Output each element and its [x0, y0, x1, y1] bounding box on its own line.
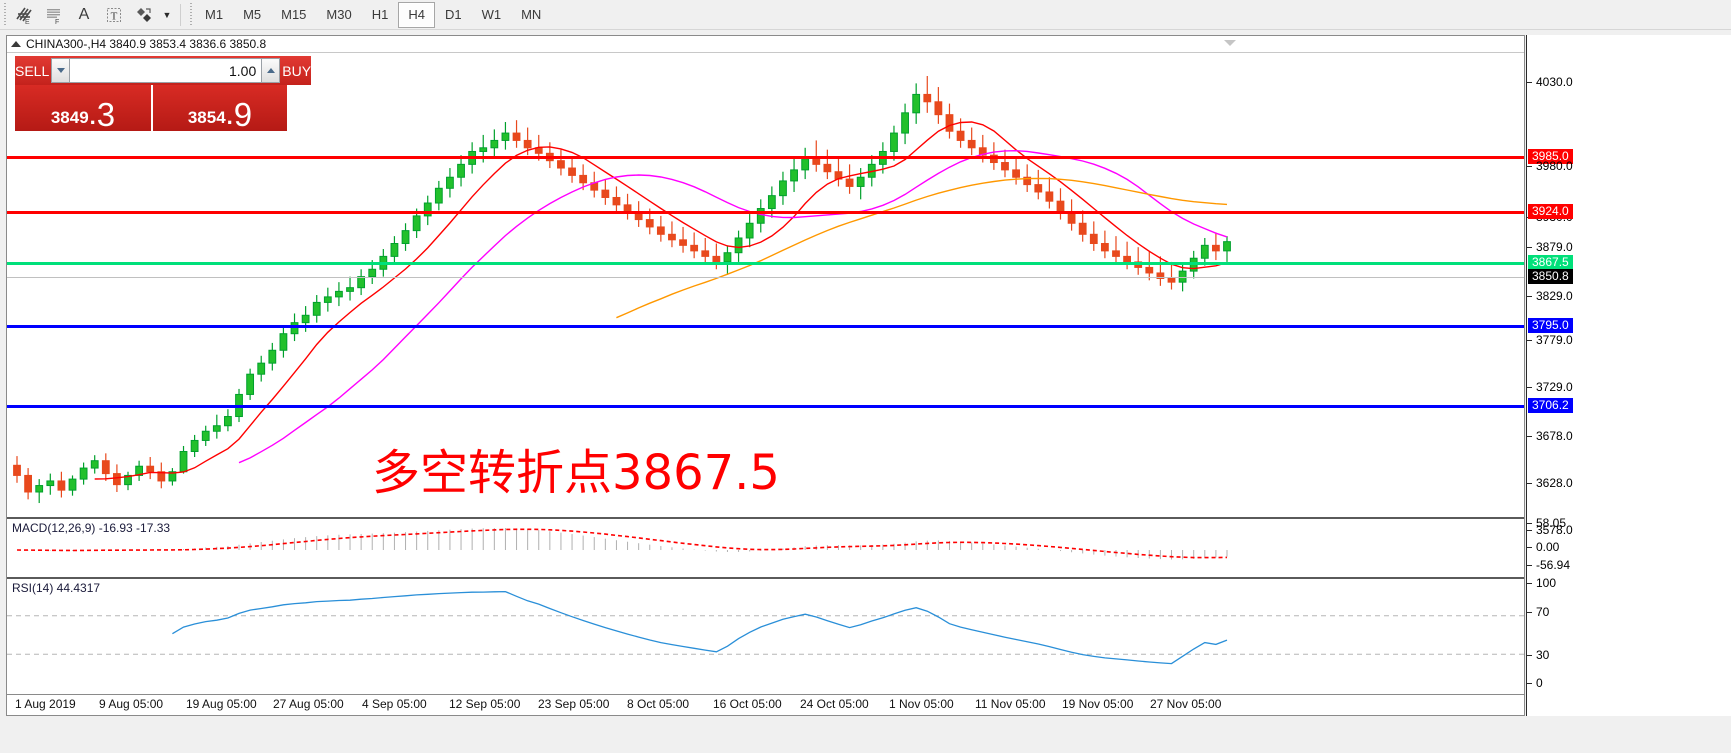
price-tick-3980-0: 3980.0 — [1527, 159, 1573, 173]
timeframe-mn-button[interactable]: MN — [521, 7, 542, 22]
rsi-chart — [7, 590, 1524, 665]
rsi-label: RSI(14) 44.4317 — [12, 581, 101, 595]
time-label: 4 Sep 05:00 — [362, 697, 427, 711]
sell-price-decimal: 3 — [96, 95, 116, 133]
objects-icon[interactable] — [130, 2, 158, 28]
time-label: 9 Aug 05:00 — [99, 697, 164, 711]
sell-price-display[interactable]: 3849 . 3 — [15, 85, 151, 131]
level-line-resistance-3924-0[interactable] — [7, 211, 1524, 214]
chart-collapse-icon[interactable] — [1224, 40, 1236, 46]
buy-price-separator: . — [226, 104, 233, 129]
time-label: 1 Aug 2019 — [15, 697, 76, 711]
toolbar-grip-2[interactable] — [188, 2, 195, 27]
volume-input[interactable] — [69, 58, 263, 83]
price-tick-3829-0: 3829.0 — [1527, 289, 1573, 303]
sell-button[interactable]: SELL — [15, 56, 50, 85]
time-label: 8 Oct 05:00 — [627, 697, 690, 711]
chart-symbol-header: CHINA300-,H4 3840.9 3853.4 3836.6 3850.8 — [7, 36, 1524, 53]
time-label: 23 Sep 05:00 — [538, 697, 610, 711]
buy-button[interactable]: BUY — [282, 56, 312, 85]
text-label-icon[interactable]: T — [100, 2, 128, 28]
time-label: 27 Aug 05:00 — [273, 697, 344, 711]
price-tick-3924-0: 3924.0 — [1528, 204, 1573, 219]
chart-annotation-text: 多空转折点3867.5 — [372, 445, 780, 501]
chart-window: CHINA300-,H4 3840.9 3853.4 3836.6 3850.8… — [6, 35, 1525, 716]
buy-price-decimal: 9 — [233, 95, 253, 133]
price-tick-3779-0: 3779.0 — [1527, 333, 1573, 347]
level-line-pivot-3867-5[interactable] — [7, 262, 1524, 265]
price-tick-3850-8: 3850.8 — [1528, 269, 1573, 284]
time-label: 19 Aug 05:00 — [186, 697, 257, 711]
toolbar-divider — [180, 3, 181, 26]
scale-tick-30: 30 — [1527, 648, 1549, 662]
price-tick-3795-0: 3795.0 — [1528, 318, 1573, 333]
time-label: 19 Nov 05:00 — [1062, 697, 1134, 711]
time-label: 11 Nov 05:00 — [975, 697, 1046, 711]
timeframe-h4-button[interactable]: H4 — [398, 1, 435, 28]
main-toolbar: E F A T — [0, 0, 1731, 30]
level-line-last-price-3850-8[interactable] — [7, 277, 1524, 278]
scale-tick-70: 70 — [1527, 605, 1549, 619]
price-tick-3985-0: 3985.0 — [1528, 149, 1573, 164]
scale-tick-_56_94: -56.94 — [1527, 558, 1570, 572]
price-tick-3879-0: 3879.0 — [1527, 240, 1573, 254]
price-tick-3867-5: 3867.5 — [1528, 255, 1573, 270]
timeframe-h1-button[interactable]: H1 — [371, 7, 389, 22]
scale-tick-0: 0 — [1527, 676, 1543, 690]
timeframe-group: M1 M5 M15 M30 H1 H4 D1 W1 MN — [195, 1, 551, 28]
price-scale[interactable]: 4030.03985.03980.03930.03924.03879.03867… — [1526, 35, 1731, 716]
toolbar-grip-1[interactable] — [2, 2, 9, 27]
buy-price-integer: 3854 — [187, 108, 226, 127]
timeframe-d1-button[interactable]: D1 — [444, 7, 462, 22]
macd-label: MACD(12,26,9) -16.93 -17.33 — [12, 521, 171, 535]
timeframe-w1-button[interactable]: W1 — [481, 7, 502, 22]
scale-tick-58_05: 58.05 — [1527, 516, 1566, 530]
volume-decrement-button[interactable] — [51, 58, 70, 83]
scale-tick-100: 100 — [1527, 576, 1556, 590]
price-tick-4030-0: 4030.0 — [1527, 75, 1573, 89]
price-tick-3729-0: 3729.0 — [1527, 380, 1573, 394]
rsi-pane[interactable]: RSI(14) 44.4317 — [7, 577, 1524, 692]
one-click-trading-panel: SELL BUY 3849 . 3 3854 . 9 — [15, 56, 312, 131]
svg-text:T: T — [111, 10, 118, 22]
timeframe-m1-button[interactable]: M1 — [205, 7, 224, 22]
time-label: 16 Oct 05:00 — [713, 697, 782, 711]
sell-price-integer: 3849 — [50, 108, 89, 127]
price-tick-3628-0: 3628.0 — [1527, 476, 1573, 490]
svg-text:F: F — [55, 19, 59, 25]
periodicity-icon[interactable]: F — [40, 2, 68, 28]
time-label: 12 Sep 05:00 — [449, 697, 521, 711]
svg-text:E: E — [25, 19, 30, 25]
price-tick-3706-2: 3706.2 — [1528, 398, 1573, 413]
time-label: 27 Nov 05:00 — [1150, 697, 1222, 711]
objects-dropdown-icon[interactable]: ▼ — [162, 9, 172, 20]
chart-header-text: CHINA300-,H4 3840.9 3853.4 3836.6 3850.8 — [26, 37, 267, 51]
level-line-resistance-3985-0[interactable] — [7, 156, 1524, 159]
level-line-support-3706-2[interactable] — [7, 405, 1524, 408]
timeframe-m30-button[interactable]: M30 — [326, 7, 352, 22]
macd-chart — [16, 528, 1228, 560]
timeframe-m5-button[interactable]: M5 — [243, 7, 262, 22]
time-label: 24 Oct 05:00 — [800, 697, 869, 711]
expand-triangle-icon[interactable] — [11, 41, 21, 47]
candlestick-chart — [13, 76, 1231, 504]
level-line-support-3795-0[interactable] — [7, 325, 1524, 328]
indicators-icon[interactable]: E — [10, 2, 38, 28]
text-tool-icon[interactable]: A — [78, 5, 90, 23]
time-axis: 1 Aug 2019 9 Aug 05:00 19 Aug 05:00 27 Aug … — [7, 694, 1524, 715]
volume-increment-button[interactable] — [262, 58, 281, 83]
price-tick-3678-0: 3678.0 — [1527, 429, 1573, 443]
macd-pane[interactable]: MACD(12,26,9) -16.93 -17.33 — [7, 517, 1524, 575]
sell-price-separator: . — [89, 104, 96, 129]
timeframe-m15-button[interactable]: M15 — [281, 7, 307, 22]
scale-tick-0_00: 0.00 — [1527, 540, 1559, 554]
price-tick-3578-0: 3578.0 — [1527, 523, 1573, 537]
time-label: 1 Nov 05:00 — [889, 697, 954, 711]
horizontal-scroll-area[interactable] — [0, 716, 1731, 728]
buy-price-display[interactable]: 3854 . 9 — [151, 85, 287, 131]
volume-stepper — [49, 56, 283, 85]
